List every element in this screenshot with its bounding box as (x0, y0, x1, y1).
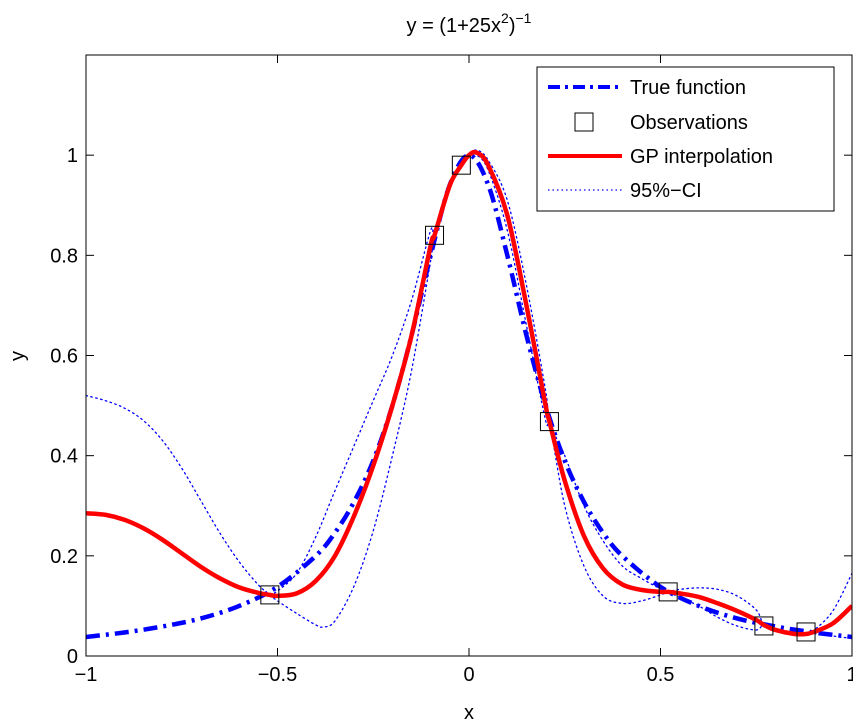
legend-label-95-ci: 95%−CI (630, 180, 702, 202)
chart-title: y = (1+25x2)−1 (407, 10, 532, 37)
y-tick-label: 0.6 (50, 346, 78, 368)
x-tick-label: −0.5 (258, 664, 297, 686)
legend-swatch-observations (574, 112, 594, 132)
x-tick-label: −1 (75, 664, 98, 686)
observation-marker (796, 622, 816, 642)
marker-layer (260, 155, 816, 642)
observation-marker (451, 155, 471, 175)
series-layer (86, 149, 852, 640)
observation-marker (754, 616, 774, 636)
observation-marker (658, 582, 678, 602)
y-tick-label: 1 (67, 145, 78, 167)
chart-title-main: y = (1+25x (407, 15, 502, 37)
series-line-95-ci (86, 152, 852, 640)
legend: True function Observations GP interpolat… (536, 66, 835, 212)
y-tick-label: 0.2 (50, 546, 78, 568)
legend-box (536, 66, 835, 212)
x-tick-label: 1 (846, 664, 853, 686)
x-axis: −1 −0.5 0 0.5 1 (75, 55, 853, 686)
x-tick-label: 0 (463, 664, 474, 686)
y-tick-label: 0.4 (50, 446, 78, 468)
x-tick-label: 0.5 (647, 664, 675, 686)
observation-marker (260, 585, 280, 605)
observation-marker (539, 412, 559, 432)
legend-label-true-function: True function (630, 77, 746, 99)
legend-label-gp-interpolation: GP interpolation (630, 146, 773, 168)
observation-marker (425, 225, 445, 245)
chart-title-sup1: 2 (501, 10, 509, 26)
chart-title-close: ) (509, 15, 516, 37)
y-tick-label: 0 (67, 646, 78, 668)
y-axis-label: y (7, 351, 29, 361)
series-line-gp-interpolation (86, 149, 852, 637)
x-axis-label: x (464, 702, 474, 724)
y-tick-label: 0.8 (50, 245, 78, 267)
chart-title-sup2: −1 (516, 10, 532, 26)
y-axis: 0 0.2 0.4 0.6 0.8 1 (50, 145, 852, 668)
legend-label-observations: Observations (630, 112, 748, 134)
